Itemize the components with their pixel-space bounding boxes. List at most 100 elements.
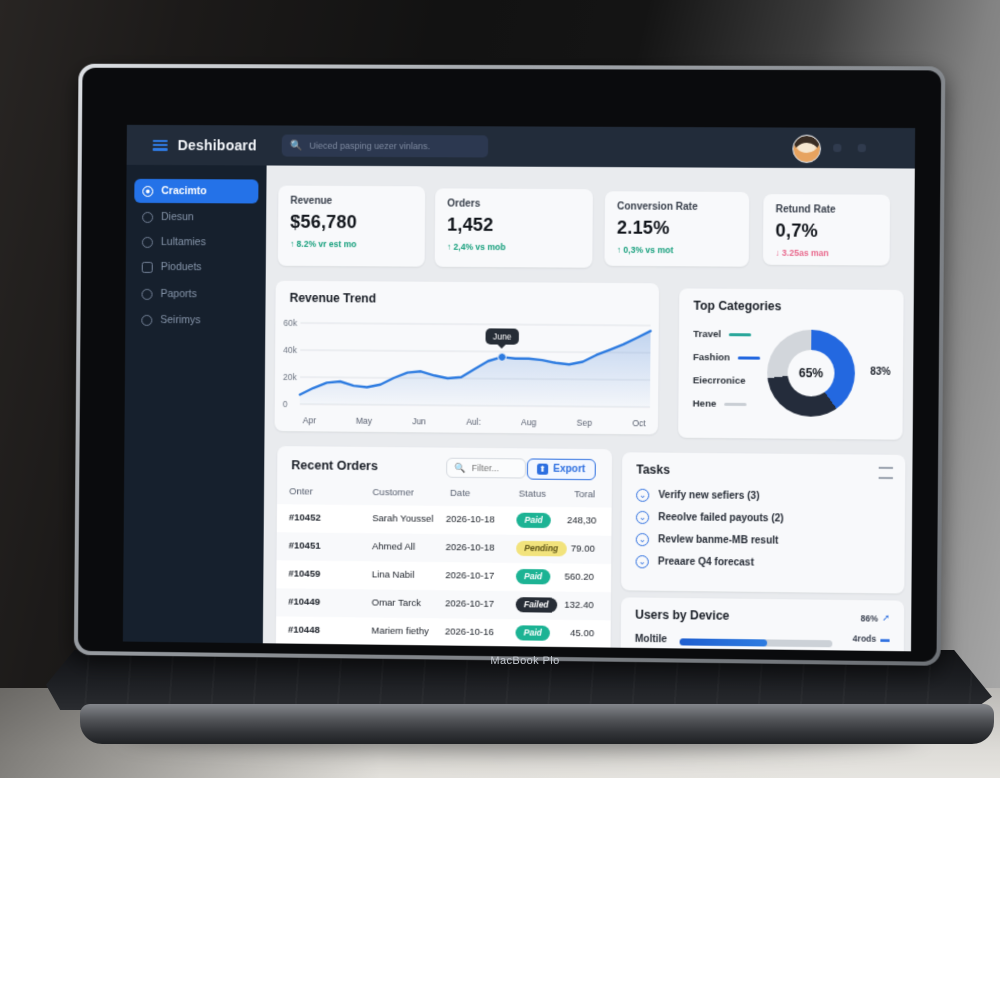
kpi-label: Orders (447, 198, 481, 210)
donut-center-label: 65% (787, 349, 835, 397)
task-item[interactable]: ⌄ Preaare Q4 forecast (635, 555, 755, 569)
reports-icon (141, 288, 153, 300)
sidebar: Cracimto Diesun Lultamies Pioduets (122, 164, 267, 644)
kpi-label: Conversion Rate (617, 201, 698, 213)
card-title: Top Categories (693, 298, 782, 314)
menu-toggle-icon[interactable] (152, 139, 168, 151)
app-title: Deshiboard (177, 137, 257, 154)
laptop-front-edge (80, 704, 994, 744)
legend-item: Eiecrronice (693, 369, 776, 393)
status-badge: Paid (515, 568, 551, 585)
users-by-device-card: Users by Device 86% ➚ 4rods ▬ Moltile (620, 597, 905, 652)
screen-bezel: Deshiboard 🔍 Cracimto (77, 67, 942, 662)
kpi-delta: ↑ 2,4% vs mob (446, 241, 506, 253)
top-navbar: Deshiboard 🔍 (126, 124, 916, 169)
table-header: Onter Customer Date Status Toral (289, 486, 596, 501)
task-item[interactable]: ⌄ Revlew banme-MB result (635, 533, 779, 548)
kpi-label: Revenue (290, 195, 333, 207)
kpi-card-revenue: Revenue $56,780 ↑ 8.2% vr est mo (277, 185, 426, 267)
donut-annotation: 83% (870, 366, 891, 378)
table-row[interactable]: #10449 Omar Tarck 2026-10-17 Failed 132.… (288, 596, 594, 613)
kpi-delta: ↑ 8.2% vr est mo (290, 238, 357, 250)
settings-icon (141, 314, 153, 326)
sidebar-item-orders[interactable]: Diesun (134, 205, 258, 230)
card-menu-icon[interactable] (878, 466, 894, 480)
kpi-card-conversion: Conversion Rate 2.15% ↑ 0,3% vs mot (604, 191, 750, 267)
search-input[interactable] (307, 139, 481, 153)
kpi-card-orders: Orders 1,452 ↑ 2,4% vs mob (434, 188, 593, 268)
donut-chart: 65% (766, 329, 856, 418)
task-check-icon[interactable]: ⌄ (635, 533, 649, 547)
table-row[interactable]: #10459 Lina Nabil 2026-10-17 Paid 560.20 (276, 560, 612, 593)
legend-swatch (724, 402, 747, 407)
table-row[interactable]: #10448 Mariem fiethy 2026-10-16 Paid 45.… (275, 616, 611, 649)
overview-icon (142, 185, 154, 197)
task-item[interactable]: ⌄ Reeolve failed payouts (2) (635, 510, 784, 526)
notification-icon[interactable] (833, 143, 842, 153)
export-button[interactable]: ⬆ Export (526, 458, 596, 481)
dashboard-screen: Deshiboard 🔍 Cracimto (122, 124, 916, 652)
kpi-label: Retund Rate (775, 204, 836, 216)
legend-item: Fashion (693, 346, 776, 370)
kpi-delta: ↓ 3.25as man (775, 247, 829, 259)
user-avatar[interactable] (792, 134, 822, 164)
trend-up-icon: ➚ (882, 612, 890, 623)
sidebar-item-overview[interactable]: Cracimto (134, 178, 259, 204)
table-row[interactable]: #10451 Ahmed All 2026-10-18 Pending 79.0… (288, 540, 595, 557)
search-icon: 🔍 (454, 462, 466, 473)
laptop-brand-label: MacBook Plo (490, 655, 560, 667)
dash-icon: ▬ (880, 633, 890, 644)
status-badge: Paid (516, 512, 551, 529)
device-stat-top: 86% ➚ (860, 612, 890, 624)
kpi-value: 1,452 (447, 214, 494, 235)
task-check-icon[interactable]: ⌄ (635, 555, 649, 569)
device-bar-fill (679, 638, 767, 647)
sidebar-item-customers[interactable]: Lultamies (134, 230, 258, 255)
customers-icon (141, 236, 153, 248)
sidebar-item-settings[interactable]: Seirimys (133, 308, 257, 333)
orders-icon (142, 211, 154, 223)
top-categories-card: Top Categories Travel Fashion (678, 288, 904, 440)
recent-orders-card: Recent Orders 🔍 ⬆ Export Onter (275, 446, 613, 652)
legend-item: Hene (693, 392, 776, 416)
sidebar-item-reports[interactable]: Paports (133, 282, 257, 307)
status-badge: Paid (515, 625, 550, 641)
task-item[interactable]: ⌄ Verify new sefiers (3) (636, 488, 760, 503)
status-badge: Pending (516, 540, 567, 557)
main-content: Revenue $56,780 ↑ 8.2% vr est mo Orders … (262, 165, 915, 652)
task-check-icon[interactable]: ⌄ (635, 510, 650, 525)
kpi-card-refund: Retund Rate 0,7% ↓ 3.25as man (762, 194, 891, 266)
legend-swatch (729, 332, 752, 337)
tasks-card: Tasks ⌄ Verify new sefiers (3) ⌄ Reeolve… (621, 452, 906, 594)
legend-swatch (738, 356, 761, 360)
donut-legend: Travel Fashion Eiecrronice (693, 323, 777, 417)
card-title: Users by Device (635, 607, 730, 623)
sidebar-item-products[interactable]: Pioduets (134, 255, 258, 280)
task-check-icon[interactable]: ⌄ (636, 488, 650, 502)
products-icon (141, 261, 153, 273)
card-title: Recent Orders (291, 458, 378, 474)
revenue-trend-card: Revenue Trend 60k 40k 20k 0 (274, 280, 660, 435)
legend-item: Travel (693, 323, 776, 347)
global-search[interactable]: 🔍 (281, 134, 489, 158)
background: MacBook Plo Deshiboard 🔍 (0, 0, 1000, 778)
device-row-label: Moltile (634, 633, 668, 646)
status-badge: Failed (515, 597, 557, 613)
device-bar-track (679, 638, 833, 648)
filter-input[interactable] (469, 461, 519, 475)
device-stat-bottom: 4rods ▬ (852, 633, 890, 644)
chart-tooltip: June (485, 328, 519, 346)
search-icon: 🔍 (289, 140, 303, 152)
kpi-value: 2.15% (616, 217, 670, 238)
settings-quick-icon[interactable] (857, 143, 866, 153)
card-title: Tasks (636, 462, 670, 477)
kpi-value: 0,7% (775, 220, 819, 241)
export-icon: ⬆ (537, 463, 549, 475)
kpi-value: $56,780 (290, 211, 358, 233)
filter-field[interactable]: 🔍 (446, 457, 527, 479)
table-row[interactable]: #10452 Sarah Youssel 2026-10-18 Paid 248… (276, 504, 612, 536)
laptop-lid: Deshiboard 🔍 Cracimto (73, 63, 946, 666)
kpi-delta: ↑ 0,3% vs mot (616, 244, 674, 256)
line-chart (275, 281, 660, 435)
